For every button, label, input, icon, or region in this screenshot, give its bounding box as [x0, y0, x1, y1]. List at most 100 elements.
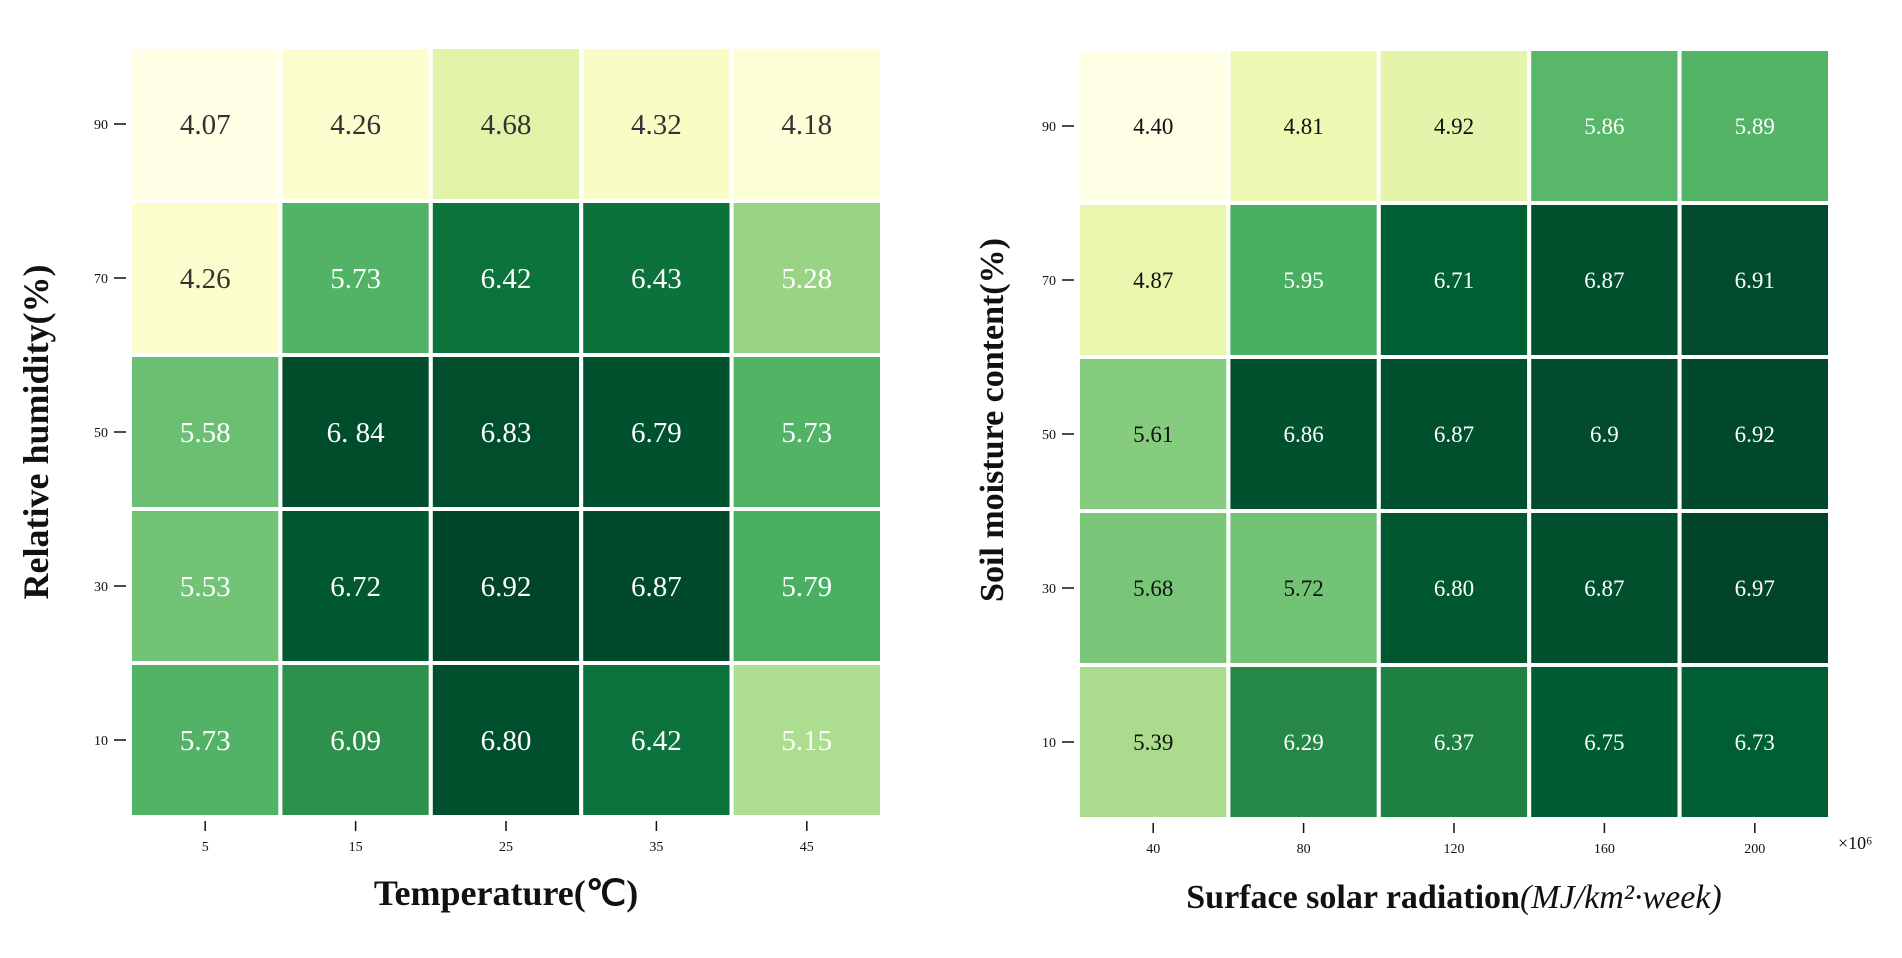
heatmap-cell-0-0 — [128, 45, 283, 203]
heatmap-cell-4-3 — [1527, 663, 1682, 821]
y-tick-label: 50 — [94, 426, 108, 441]
heatmap-cell-2-3 — [579, 353, 734, 511]
x-tick-label: 15 — [349, 840, 363, 855]
heatmap-cell-4-4 — [729, 661, 884, 819]
cell-value-label-4-0: 5.73 — [180, 725, 231, 757]
cell-value-label-0-3: 5.86 — [1584, 114, 1624, 139]
x-axis-title: Temperature(℃) — [374, 873, 638, 913]
y-tick-label: 10 — [1042, 736, 1056, 751]
heatmap-cell-1-4 — [729, 199, 884, 357]
cell-value-label-1-3: 6.43 — [631, 263, 682, 295]
x-axis-title-text: Surface solar radiation — [1186, 879, 1520, 916]
heatmap-cell-1-0 — [128, 199, 283, 357]
heatmap-cell-2-3 — [1527, 355, 1682, 513]
heatmap-cell-3-3 — [579, 507, 734, 665]
x-tick-label: 120 — [1444, 842, 1465, 857]
x-axis-title-text: Temperature(℃) — [374, 873, 638, 913]
heatmap-cell-3-0 — [128, 507, 283, 665]
cell-value-label-0-4: 5.89 — [1735, 114, 1775, 139]
cell-value-label-4-2: 6.80 — [481, 725, 532, 757]
heatmap-cell-2-1 — [278, 353, 433, 511]
cell-value-label-0-2: 4.68 — [481, 109, 532, 141]
heatmap-cell-3-1 — [278, 507, 433, 665]
y-axis-title: Soil moisture content(%) — [974, 238, 1011, 602]
cell-value-label-2-0: 5.61 — [1133, 422, 1173, 447]
cell-value-label-3-0: 5.68 — [1133, 576, 1173, 601]
x-tick-label: 45 — [800, 840, 814, 855]
cell-value-label-2-4: 5.73 — [781, 417, 832, 449]
cell-value-label-4-4: 5.15 — [781, 725, 832, 757]
heatmap-cell-0-4 — [1677, 47, 1832, 205]
y-tick-label: 70 — [1042, 274, 1056, 289]
cell-value-label-4-2: 6.37 — [1434, 730, 1474, 755]
cell-value-label-1-2: 6.42 — [481, 263, 532, 295]
heatmap-cell-1-2 — [1376, 201, 1532, 359]
y-tick-label: 30 — [94, 580, 108, 595]
cell-value-label-3-1: 6.72 — [330, 571, 381, 603]
heatmap-cell-3-2 — [428, 507, 584, 665]
cell-value-label-4-1: 6.29 — [1283, 730, 1323, 755]
heatmap-cell-4-1 — [278, 661, 433, 819]
left-heatmap: 4.07 4.26 4.68 4.32 4.18 4.26 5.73 6.42 6.43 5.28… — [16, 45, 884, 913]
heatmap-cell-0-2 — [1376, 47, 1532, 205]
cell-value-label-1-0: 4.87 — [1133, 268, 1173, 293]
heatmap-cell-3-1 — [1226, 509, 1381, 667]
x-axis-units: (MJ/km²·week) — [1520, 879, 1722, 916]
cell-value-label-2-0: 5.58 — [180, 417, 231, 449]
x-tick-label: 160 — [1594, 842, 1615, 857]
cell-value-label-1-4: 6.91 — [1735, 268, 1775, 293]
cell-value-label-0-3: 4.32 — [631, 109, 682, 141]
heatmap-cell-2-2 — [1376, 355, 1532, 513]
heatmap-cell-3-3 — [1527, 509, 1682, 667]
cell-value-label-4-1: 6.09 — [330, 725, 381, 757]
cell-value-label-2-1: 6. 84 — [327, 417, 386, 449]
cell-value-label-4-3: 6.42 — [631, 725, 682, 757]
cell-value-label-2-2: 6.87 — [1434, 422, 1474, 447]
x-axis-title: Surface solar radiation(MJ/km²·week) — [1186, 879, 1722, 916]
cell-value-label-0-2: 4.92 — [1434, 114, 1474, 139]
heatmap-cell-3-4 — [729, 507, 884, 665]
x-tick-label: 35 — [649, 840, 663, 855]
heatmap-cell-0-1 — [278, 45, 433, 203]
cell-value-label-3-4: 6.97 — [1735, 576, 1775, 601]
cell-value-label-4-3: 6.75 — [1584, 730, 1624, 755]
y-tick-label: 90 — [1042, 120, 1056, 135]
heatmap-cell-2-1 — [1226, 355, 1381, 513]
x-tick-label: 40 — [1146, 842, 1160, 857]
cell-value-label-1-3: 6.87 — [1584, 268, 1624, 293]
cell-value-label-2-4: 6.92 — [1735, 422, 1775, 447]
x-tick-label: 200 — [1744, 842, 1765, 857]
cell-value-label-3-1: 5.72 — [1283, 576, 1323, 601]
x-tick-label: 80 — [1297, 842, 1311, 857]
y-tick-label: 90 — [94, 118, 108, 133]
right-heatmap: 4.40 4.81 4.92 5.86 5.894.87 5.95 6.71 6.87 6.91… — [974, 47, 1872, 916]
cell-value-label-0-4: 4.18 — [781, 109, 832, 141]
cell-value-label-0-0: 4.40 — [1133, 114, 1173, 139]
cell-value-label-3-3: 6.87 — [1584, 576, 1624, 601]
x-tick-label: 5 — [202, 840, 209, 855]
cell-value-label-2-1: 6.86 — [1283, 422, 1323, 447]
cell-value-label-2-3: 6.79 — [631, 417, 682, 449]
cell-value-label-1-2: 6.71 — [1434, 268, 1474, 293]
heatmap-cell-4-0 — [1076, 663, 1231, 821]
heatmap-cell-4-2 — [428, 661, 584, 819]
cell-value-label-4-0: 5.39 — [1133, 730, 1173, 755]
y-tick-label: 70 — [94, 272, 108, 287]
y-tick-label: 10 — [94, 734, 108, 749]
cell-value-label-4-4: 6.73 — [1735, 730, 1775, 755]
y-tick-label: 50 — [1042, 428, 1056, 443]
x-tick-label: 25 — [499, 840, 513, 855]
cell-value-label-2-3: 6.9 — [1590, 422, 1619, 447]
x-axis-multiplier: ×10⁶ — [1838, 833, 1872, 853]
cell-value-label-2-2: 6.83 — [481, 417, 532, 449]
cell-value-label-3-0: 5.53 — [180, 571, 231, 603]
y-axis-title: Relative humidity(%) — [16, 265, 56, 600]
heatmap-cell-1-2 — [428, 199, 584, 357]
cell-value-label-3-2: 6.80 — [1434, 576, 1474, 601]
heatmap-cell-4-4 — [1677, 663, 1832, 821]
cell-value-label-1-0: 4.26 — [180, 263, 231, 295]
y-tick-label: 30 — [1042, 582, 1056, 597]
cell-value-label-3-4: 5.79 — [781, 571, 832, 603]
heatmap-cell-4-0 — [128, 661, 283, 819]
